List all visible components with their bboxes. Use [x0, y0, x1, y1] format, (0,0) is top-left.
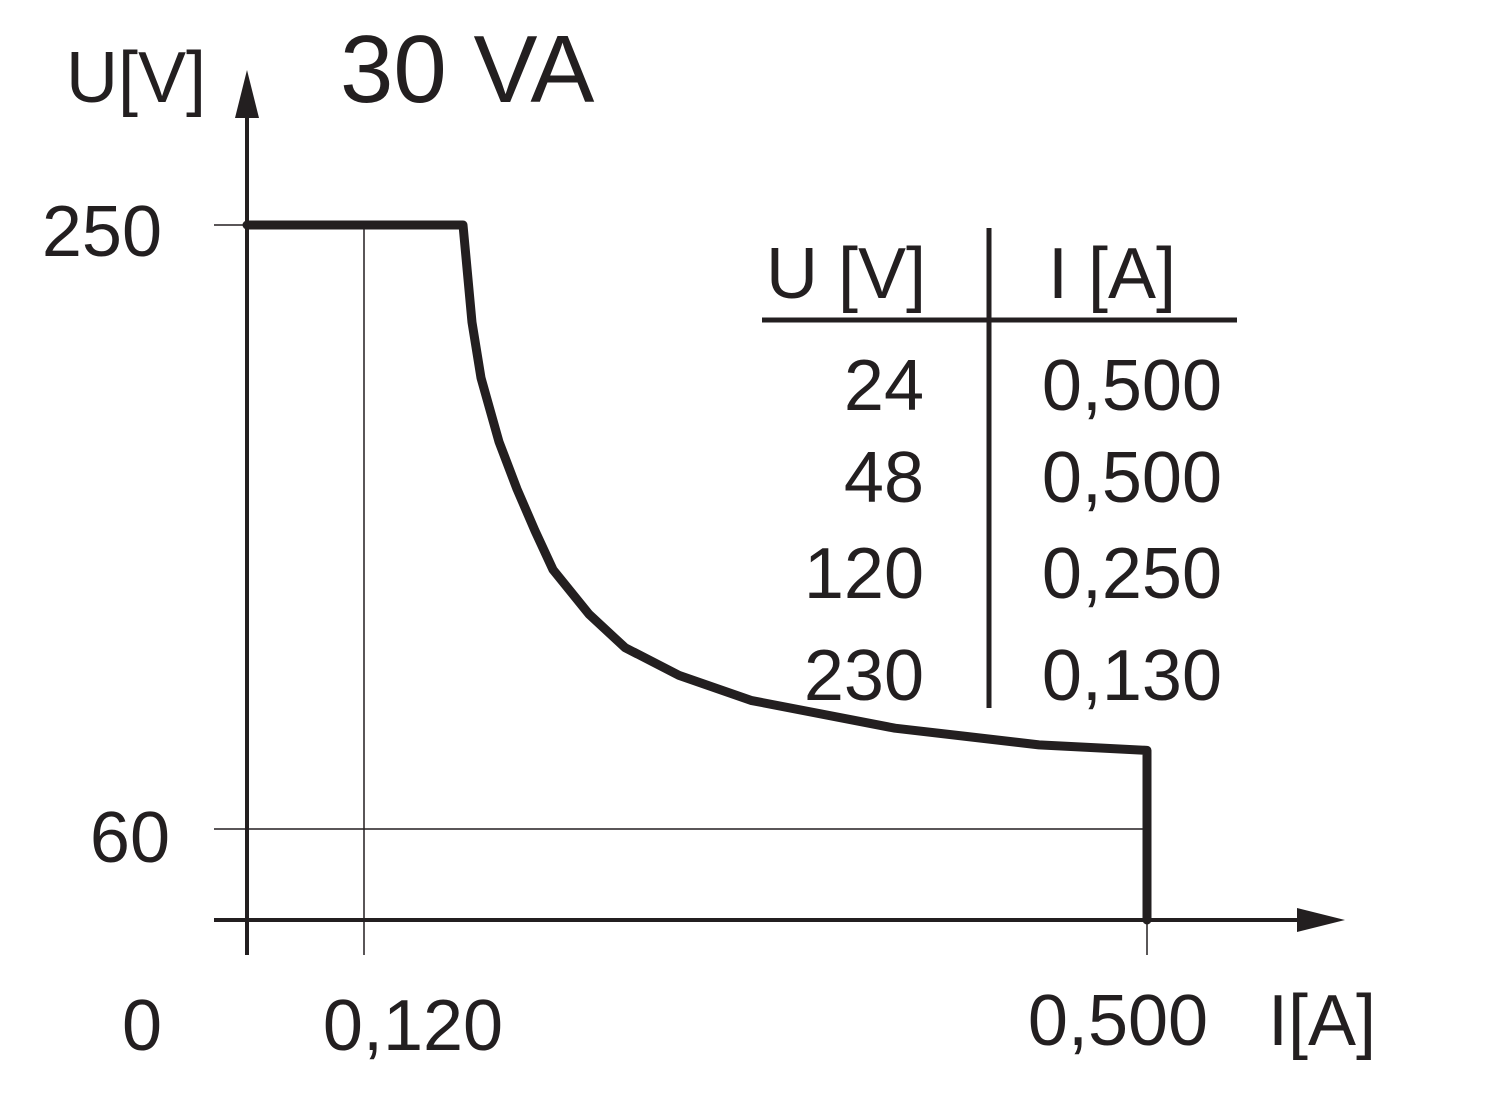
table-cell-current: 0,130 [1042, 636, 1222, 716]
table-cell-voltage: 120 [804, 534, 924, 614]
chart-title: 30 VA [340, 16, 594, 123]
table-cell-current: 0,250 [1042, 534, 1222, 614]
table-header-voltage: U [V] [766, 234, 926, 314]
y-axis-label: U[V] [66, 38, 206, 118]
x-axis-label: I[A] [1268, 981, 1376, 1061]
x-tick-label-0: 0 [122, 986, 162, 1066]
x-axis-arrowhead [1297, 908, 1345, 932]
table-header-current: I [A] [1048, 234, 1176, 314]
y-tick-label-60: 60 [90, 798, 170, 878]
derating-table: U [V] I [A] 24 0,500 48 0,500 120 0,250 … [762, 228, 1237, 716]
table-cell-current: 0,500 [1042, 438, 1222, 518]
derating-curve [242, 220, 1152, 925]
y-tick-label-250: 250 [42, 192, 162, 272]
x-tick-label-0-500: 0,500 [1028, 981, 1208, 1061]
table-cell-voltage: 230 [804, 636, 924, 716]
table-cell-current: 0,500 [1042, 346, 1222, 426]
table-cell-voltage: 48 [844, 438, 924, 518]
y-axis-arrowhead [235, 70, 259, 118]
table-cell-voltage: 24 [844, 346, 924, 426]
x-tick-label-0-120: 0,120 [323, 986, 503, 1066]
